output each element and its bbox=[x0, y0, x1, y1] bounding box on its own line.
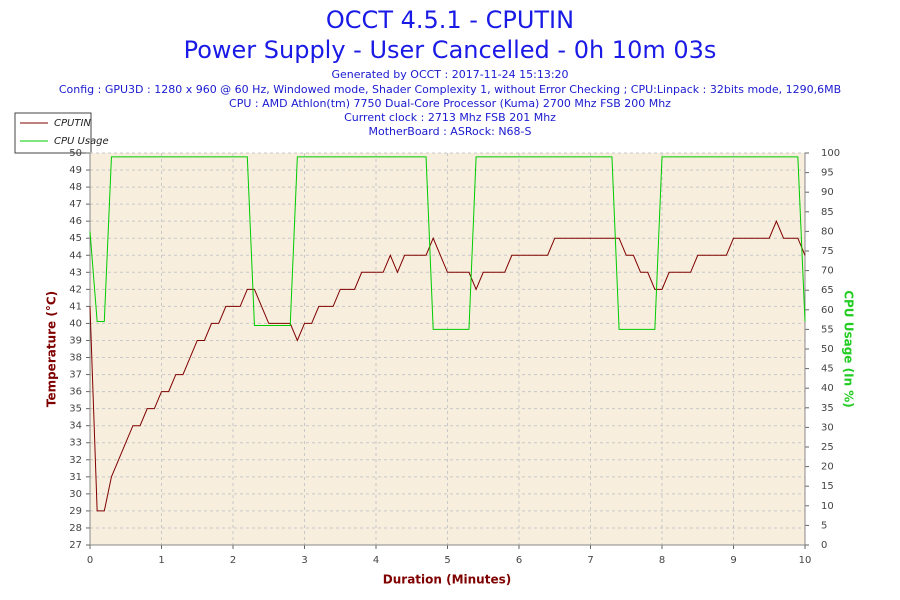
y-tick-label: 28 bbox=[69, 523, 82, 534]
y2-tick-label: 35 bbox=[821, 403, 834, 414]
y-tick-label: 30 bbox=[69, 489, 82, 500]
y2-tick-label: 30 bbox=[821, 422, 834, 433]
y-tick-label: 38 bbox=[69, 353, 82, 364]
x-tick-label: 4 bbox=[373, 555, 379, 566]
y-tick-label: 29 bbox=[69, 506, 82, 517]
y-tick-label: 35 bbox=[69, 404, 82, 415]
series-line bbox=[89, 156, 806, 330]
y-tick-label: 32 bbox=[69, 455, 82, 466]
y2-tick-label: 55 bbox=[821, 324, 834, 335]
x-tick-label: 1 bbox=[158, 555, 164, 566]
y2-tick-label: 15 bbox=[821, 481, 834, 492]
info-line: Generated by OCCT : 2017-11-24 15:13:20 bbox=[331, 68, 568, 81]
y2-tick-label: 75 bbox=[821, 246, 834, 257]
y-tick-label: 43 bbox=[69, 267, 82, 278]
x-tick-label: 9 bbox=[730, 555, 736, 566]
y2-tick-label: 100 bbox=[821, 148, 840, 159]
y2-tick-label: 0 bbox=[821, 540, 827, 551]
x-tick-label: 6 bbox=[516, 555, 522, 566]
y2-tick-label: 50 bbox=[821, 344, 834, 355]
y-tick-label: 42 bbox=[69, 284, 82, 295]
chart-title: OCCT 4.5.1 - CPUTIN bbox=[326, 6, 574, 34]
y-tick-label: 47 bbox=[69, 199, 82, 210]
y-tick-label: 44 bbox=[69, 250, 82, 261]
y-tick-label: 45 bbox=[69, 233, 82, 244]
y-tick-label: 37 bbox=[69, 370, 82, 381]
x-tick-label: 10 bbox=[799, 555, 812, 566]
x-tick-label: 2 bbox=[230, 555, 236, 566]
x-axis-label: Duration (Minutes) bbox=[383, 573, 511, 587]
y2-tick-label: 20 bbox=[821, 462, 834, 473]
y2-tick-label: 60 bbox=[821, 305, 834, 316]
y2-axis-label: CPU Usage (In %) bbox=[842, 290, 856, 408]
y-tick-label: 27 bbox=[69, 540, 82, 551]
y-tick-label: 46 bbox=[69, 216, 82, 227]
y-tick-label: 34 bbox=[69, 421, 82, 432]
info-line: CPU : AMD Athlon(tm) 7750 Dual-Core Proc… bbox=[229, 97, 671, 110]
y-axis-label: Temperature (°C) bbox=[45, 291, 59, 407]
info-line: Current clock : 2713 Mhz FSB 201 Mhz bbox=[344, 111, 556, 124]
y-tick-label: 48 bbox=[69, 182, 82, 193]
y-tick-label: 40 bbox=[69, 318, 82, 329]
x-tick-label: 0 bbox=[87, 555, 93, 566]
y2-tick-label: 65 bbox=[821, 285, 834, 296]
y-tick-label: 31 bbox=[69, 472, 82, 483]
y-tick-label: 50 bbox=[69, 148, 82, 159]
y2-tick-label: 40 bbox=[821, 383, 834, 394]
y2-tick-label: 80 bbox=[821, 226, 834, 237]
y2-tick-label: 85 bbox=[821, 207, 834, 218]
plot-area bbox=[90, 153, 805, 545]
y2-tick-label: 95 bbox=[821, 168, 834, 179]
y2-tick-label: 10 bbox=[821, 501, 834, 512]
chart-subtitle: Power Supply - User Cancelled - 0h 10m 0… bbox=[184, 36, 717, 64]
y2-tick-label: 45 bbox=[821, 364, 834, 375]
info-line: MotherBoard : ASRock: N68-S bbox=[368, 125, 531, 138]
info-line: Config : GPU3D : 1280 x 960 @ 60 Hz, Win… bbox=[59, 83, 841, 96]
y2-tick-label: 90 bbox=[821, 187, 834, 198]
y2-tick-label: 5 bbox=[821, 520, 827, 531]
x-tick-label: 3 bbox=[301, 555, 307, 566]
legend-label: CPUTIN bbox=[54, 118, 91, 129]
x-tick-label: 5 bbox=[444, 555, 450, 566]
legend-label: CPU Usage bbox=[54, 136, 109, 147]
legend bbox=[14, 112, 92, 154]
y-tick-label: 41 bbox=[69, 301, 82, 312]
x-tick-label: 7 bbox=[587, 555, 593, 566]
y-tick-label: 33 bbox=[69, 438, 82, 449]
series-line bbox=[89, 219, 806, 512]
y-tick-label: 39 bbox=[69, 335, 82, 346]
x-tick-label: 8 bbox=[659, 555, 665, 566]
y-tick-label: 49 bbox=[69, 165, 82, 176]
y2-tick-label: 70 bbox=[821, 266, 834, 277]
y2-tick-label: 25 bbox=[821, 442, 834, 453]
y-tick-label: 36 bbox=[69, 387, 82, 398]
